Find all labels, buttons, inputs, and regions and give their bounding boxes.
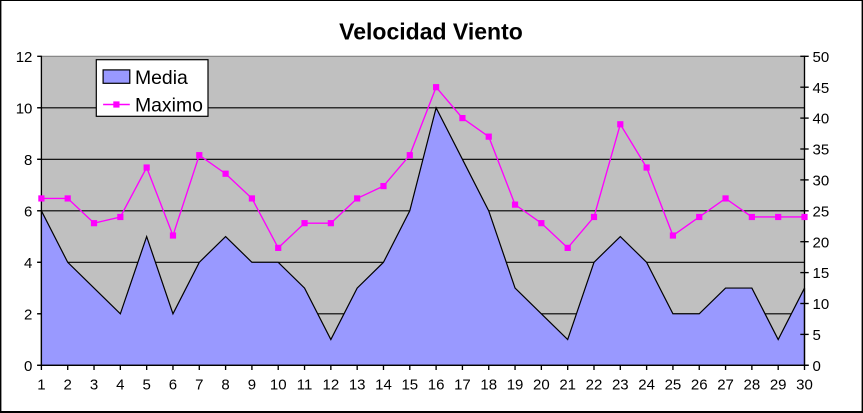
svg-text:6: 6 xyxy=(24,203,32,220)
svg-text:20: 20 xyxy=(813,234,830,251)
svg-text:6: 6 xyxy=(169,376,177,393)
svg-text:20: 20 xyxy=(533,376,550,393)
svg-text:23: 23 xyxy=(612,376,629,393)
svg-text:11: 11 xyxy=(297,376,313,393)
svg-text:21: 21 xyxy=(559,376,576,393)
svg-text:17: 17 xyxy=(454,376,471,393)
svg-text:0: 0 xyxy=(813,358,821,375)
svg-text:8: 8 xyxy=(24,152,32,169)
svg-text:40: 40 xyxy=(813,111,830,128)
svg-text:29: 29 xyxy=(770,376,787,393)
svg-text:18: 18 xyxy=(480,376,497,393)
svg-text:25: 25 xyxy=(665,376,682,393)
svg-text:10: 10 xyxy=(270,376,287,393)
svg-text:5: 5 xyxy=(813,327,821,344)
svg-text:24: 24 xyxy=(638,376,655,393)
svg-text:14: 14 xyxy=(375,376,392,393)
svg-text:13: 13 xyxy=(349,376,366,393)
svg-text:Media: Media xyxy=(135,67,188,89)
svg-text:4: 4 xyxy=(116,376,124,393)
svg-text:30: 30 xyxy=(813,173,830,190)
svg-text:26: 26 xyxy=(691,376,708,393)
svg-text:4: 4 xyxy=(24,255,32,272)
svg-text:10: 10 xyxy=(16,100,33,117)
svg-text:15: 15 xyxy=(401,376,418,393)
svg-text:2: 2 xyxy=(24,306,32,323)
svg-text:25: 25 xyxy=(813,203,830,220)
svg-text:27: 27 xyxy=(717,376,734,393)
svg-text:3: 3 xyxy=(90,376,98,393)
svg-text:50: 50 xyxy=(813,49,830,66)
svg-text:19: 19 xyxy=(507,376,524,393)
svg-text:9: 9 xyxy=(248,376,256,393)
svg-text:15: 15 xyxy=(813,265,830,282)
svg-text:12: 12 xyxy=(323,376,340,393)
svg-text:28: 28 xyxy=(744,376,761,393)
svg-text:Maximo: Maximo xyxy=(135,95,203,117)
svg-text:16: 16 xyxy=(428,376,445,393)
svg-text:8: 8 xyxy=(221,376,229,393)
svg-text:0: 0 xyxy=(24,358,32,375)
svg-text:22: 22 xyxy=(586,376,603,393)
svg-text:7: 7 xyxy=(195,376,203,393)
svg-text:12: 12 xyxy=(16,49,33,66)
svg-text:35: 35 xyxy=(813,142,830,159)
svg-text:2: 2 xyxy=(64,376,72,393)
svg-text:Velocidad Viento: Velocidad Viento xyxy=(339,18,523,44)
svg-text:5: 5 xyxy=(142,376,150,393)
svg-text:10: 10 xyxy=(813,296,830,313)
svg-text:1: 1 xyxy=(37,376,45,393)
svg-text:30: 30 xyxy=(796,376,813,393)
svg-text:45: 45 xyxy=(813,80,830,97)
